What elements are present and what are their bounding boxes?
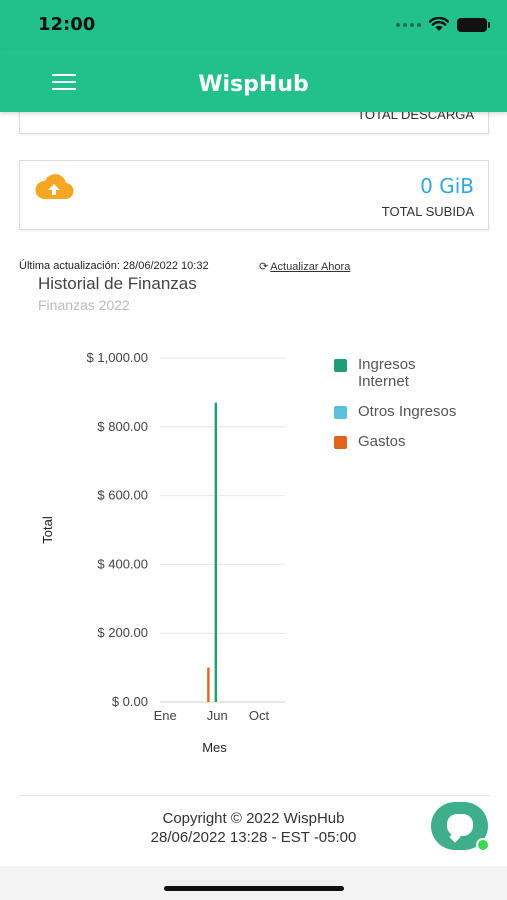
status-icons [396,17,490,32]
wifi-icon [429,17,449,31]
legend-item[interactable]: Gastos [334,433,494,450]
x-tick-label: Ene [154,708,177,723]
copyright-text: Copyright © 2022 WispHub [162,810,345,827]
upload-value: 0 GiB [420,174,474,198]
x-tick-label: Oct [249,708,270,723]
chart-legend: Ingresos Internet Otros Ingresos Gastos [334,356,494,463]
legend-swatch [334,406,347,419]
upload-card: 0 GiB TOTAL SUBIDA [19,160,489,230]
refresh-icon: ⟳ [259,261,269,273]
upload-label: TOTAL SUBIDA [381,204,474,219]
refresh-now-label: Actualizar Ahora [270,261,351,273]
bar [207,667,210,702]
chart-title: Historial de Finanzas [38,274,197,293]
app-title: WispHub [198,72,309,97]
bottom-safe-area [0,866,507,900]
y-tick-label: $ 600.00 [97,488,148,503]
y-tick-label: $ 200.00 [97,625,148,640]
y-tick-label: $ 800.00 [97,419,148,434]
x-axis-title: Mes [202,740,227,755]
chart-subtitle: Finanzas 2022 [38,297,130,313]
legend-swatch [334,359,347,372]
legend-swatch [334,436,347,449]
app-bar: WispHub [0,50,507,112]
y-tick-label: $ 0.00 [112,694,148,709]
signal-icon [396,22,421,27]
legend-label: Gastos [358,433,406,450]
refresh-now-link[interactable]: ⟳ Actualizar Ahora [259,260,350,273]
hamburger-menu-icon[interactable] [52,74,76,90]
legend-item[interactable]: Ingresos Internet [334,356,444,390]
y-tick-label: $ 400.00 [97,556,148,571]
x-tick-label: Jun [207,708,228,723]
status-time: 12:00 [38,14,96,35]
finance-chart: $ 0.00 $ 200.00 $ 400.00 $ 600.00 $ 800.00 $ … [40,350,285,755]
home-indicator [164,886,344,891]
legend-item[interactable]: Otros Ingresos [334,403,494,420]
y-tick-label: $ 1,000.00 [87,350,148,365]
last-update-text: Última actualización: 28/06/2022 10:32 [19,260,209,272]
legend-label: Otros Ingresos [358,403,457,420]
legend-label: Ingresos Internet [358,356,416,390]
bar [214,402,217,702]
footer-datetime: 28/06/2022 13:28 - EST -05:00 [150,829,357,846]
y-axis-title: Total [40,516,55,544]
status-bar: 12:00 [0,0,507,50]
chat-bubble-icon [447,814,473,836]
footer-divider [19,795,489,796]
online-status-dot [476,838,490,852]
battery-icon [457,17,490,32]
cloud-upload-icon [35,174,74,200]
